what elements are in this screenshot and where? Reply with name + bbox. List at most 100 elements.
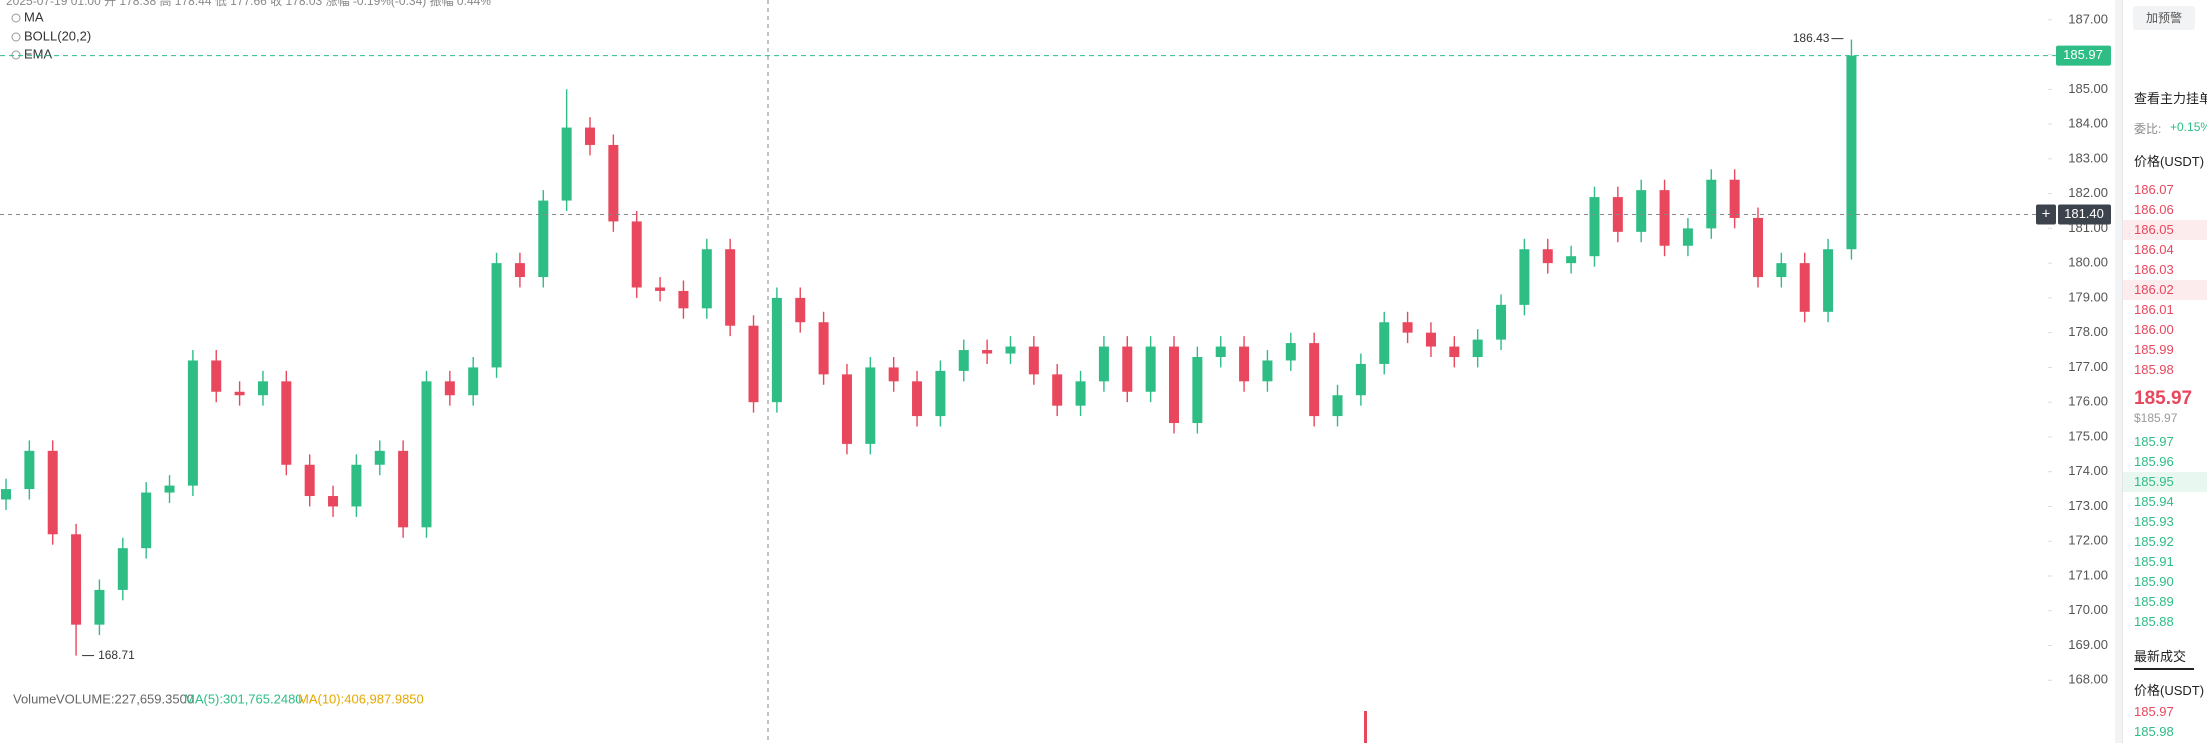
candle-body <box>328 496 339 507</box>
book-row[interactable]: 185.97 <box>2134 704 2174 719</box>
candle-body <box>725 249 736 326</box>
y-tick-label: 169.00 <box>2068 637 2108 652</box>
candle-body <box>1309 343 1320 417</box>
candle-body <box>1122 346 1133 392</box>
candle-body <box>234 391 245 396</box>
candle-body <box>1776 263 1787 278</box>
candle-body <box>631 221 642 288</box>
ratio-value: +0.15% <box>2170 120 2207 134</box>
candle-body <box>795 297 806 323</box>
candle-body <box>1145 346 1156 392</box>
y-tick-label: 185.00 <box>2068 81 2108 96</box>
candle-body <box>1799 263 1810 312</box>
book-row[interactable]: 185.92 <box>2134 534 2174 549</box>
book-row[interactable]: 186.06 <box>2134 202 2174 217</box>
book-row[interactable]: 185.99 <box>2134 342 2174 357</box>
candle-body <box>1052 374 1063 406</box>
y-tick-label: 173.00 <box>2068 498 2108 513</box>
candle-body <box>211 360 222 392</box>
book-row[interactable]: 185.94 <box>2134 494 2174 509</box>
book-row[interactable]: 185.93 <box>2134 514 2174 529</box>
book-row[interactable]: 185.96 <box>2134 454 2174 469</box>
volume-bar <box>1364 711 1367 743</box>
candle-body <box>748 325 759 403</box>
book-row[interactable]: 186.00 <box>2134 322 2174 337</box>
book-row[interactable]: 186.02 <box>2123 280 2207 300</box>
book-row[interactable]: 185.95 <box>2123 472 2207 492</box>
book-row[interactable]: 186.05 <box>2123 220 2207 240</box>
price-header: 价格(USDT) <box>2134 154 2205 169</box>
candle-body <box>655 287 666 291</box>
candle-body <box>678 290 689 309</box>
crosshair-plus-icon: + <box>2042 205 2051 222</box>
book-row[interactable]: 185.89 <box>2134 594 2174 609</box>
candle-body <box>141 492 152 549</box>
candle-body <box>1402 322 1413 333</box>
candle-body <box>1496 304 1507 340</box>
candle-body <box>491 263 502 368</box>
candle-body <box>398 450 409 528</box>
candle-body <box>958 350 969 371</box>
y-tick-label: 175.00 <box>2068 428 2108 443</box>
candle-body <box>1239 346 1250 382</box>
candle-body <box>1542 249 1553 264</box>
candle-body <box>1 489 11 500</box>
candle-body <box>935 370 946 417</box>
eye-icon[interactable] <box>11 32 21 42</box>
book-row[interactable]: 186.01 <box>2134 302 2174 317</box>
y-tick-label: 176.00 <box>2068 394 2108 409</box>
candle-body <box>374 450 385 465</box>
book-row[interactable]: 185.98 <box>2134 724 2174 739</box>
indicator[interactable]: EMA <box>24 46 53 61</box>
last-price-label: 185.97 <box>2063 47 2103 62</box>
candle-body <box>888 367 899 382</box>
volume-ma10: MA(10):406,987.9850 <box>298 691 424 706</box>
candle-body <box>24 450 35 490</box>
book-row[interactable]: 185.90 <box>2134 574 2174 589</box>
candle-body <box>912 381 923 417</box>
order-book-panel: 加预警 查看主力挂单 委比: +0.15% 价格(USDT) 185.97 $1… <box>2122 0 2207 743</box>
book-row[interactable]: 185.91 <box>2134 554 2174 569</box>
y-tick-label: 171.00 <box>2068 567 2108 582</box>
alert-button[interactable]: 加预警 <box>2133 6 2195 30</box>
candle-body <box>982 350 993 354</box>
candle-body <box>94 589 105 625</box>
candle-body <box>1192 356 1203 424</box>
indicator[interactable]: MA <box>24 9 44 24</box>
last-price-usd: $185.97 <box>2134 411 2178 425</box>
book-row[interactable]: 185.97 <box>2134 434 2174 449</box>
candle-body <box>841 374 852 444</box>
candle-body <box>117 548 128 590</box>
candle-body <box>514 263 525 278</box>
candle-body <box>1519 249 1530 305</box>
book-row[interactable]: 185.88 <box>2134 614 2174 629</box>
candle-body <box>1589 197 1600 257</box>
candle-body <box>444 381 455 396</box>
candle-body <box>1753 217 1763 278</box>
book-row[interactable]: 186.03 <box>2134 262 2174 277</box>
candle-body <box>865 367 876 444</box>
high-label: 186.43 <box>1793 31 1830 45</box>
candle-body <box>1075 381 1086 406</box>
book-row[interactable]: 185.98 <box>2134 362 2174 377</box>
candle-body <box>771 297 782 403</box>
tab-underline <box>2134 668 2194 670</box>
trades-title[interactable]: 最新成交 <box>2134 649 2187 664</box>
crosshair-label: 181.40 <box>2064 206 2104 221</box>
candle-body <box>538 200 549 278</box>
main-orders[interactable]: 查看主力挂单 <box>2134 91 2207 106</box>
candle-body <box>257 381 268 396</box>
candle-body <box>561 127 572 201</box>
eye-icon[interactable] <box>11 13 21 23</box>
book-row[interactable]: 186.04 <box>2134 242 2174 257</box>
eye-icon[interactable] <box>11 50 21 60</box>
splitter[interactable] <box>2115 0 2122 743</box>
indicator[interactable]: BOLL(20,2) <box>24 28 91 43</box>
candle-body <box>1636 190 1647 232</box>
candle-body <box>1729 179 1740 218</box>
indicator-legend: MA BOLL(20,2) EMA <box>11 9 91 61</box>
candle-body <box>1028 346 1039 375</box>
book-row[interactable]: 186.07 <box>2134 182 2174 197</box>
volume-name: Volume <box>13 691 56 706</box>
